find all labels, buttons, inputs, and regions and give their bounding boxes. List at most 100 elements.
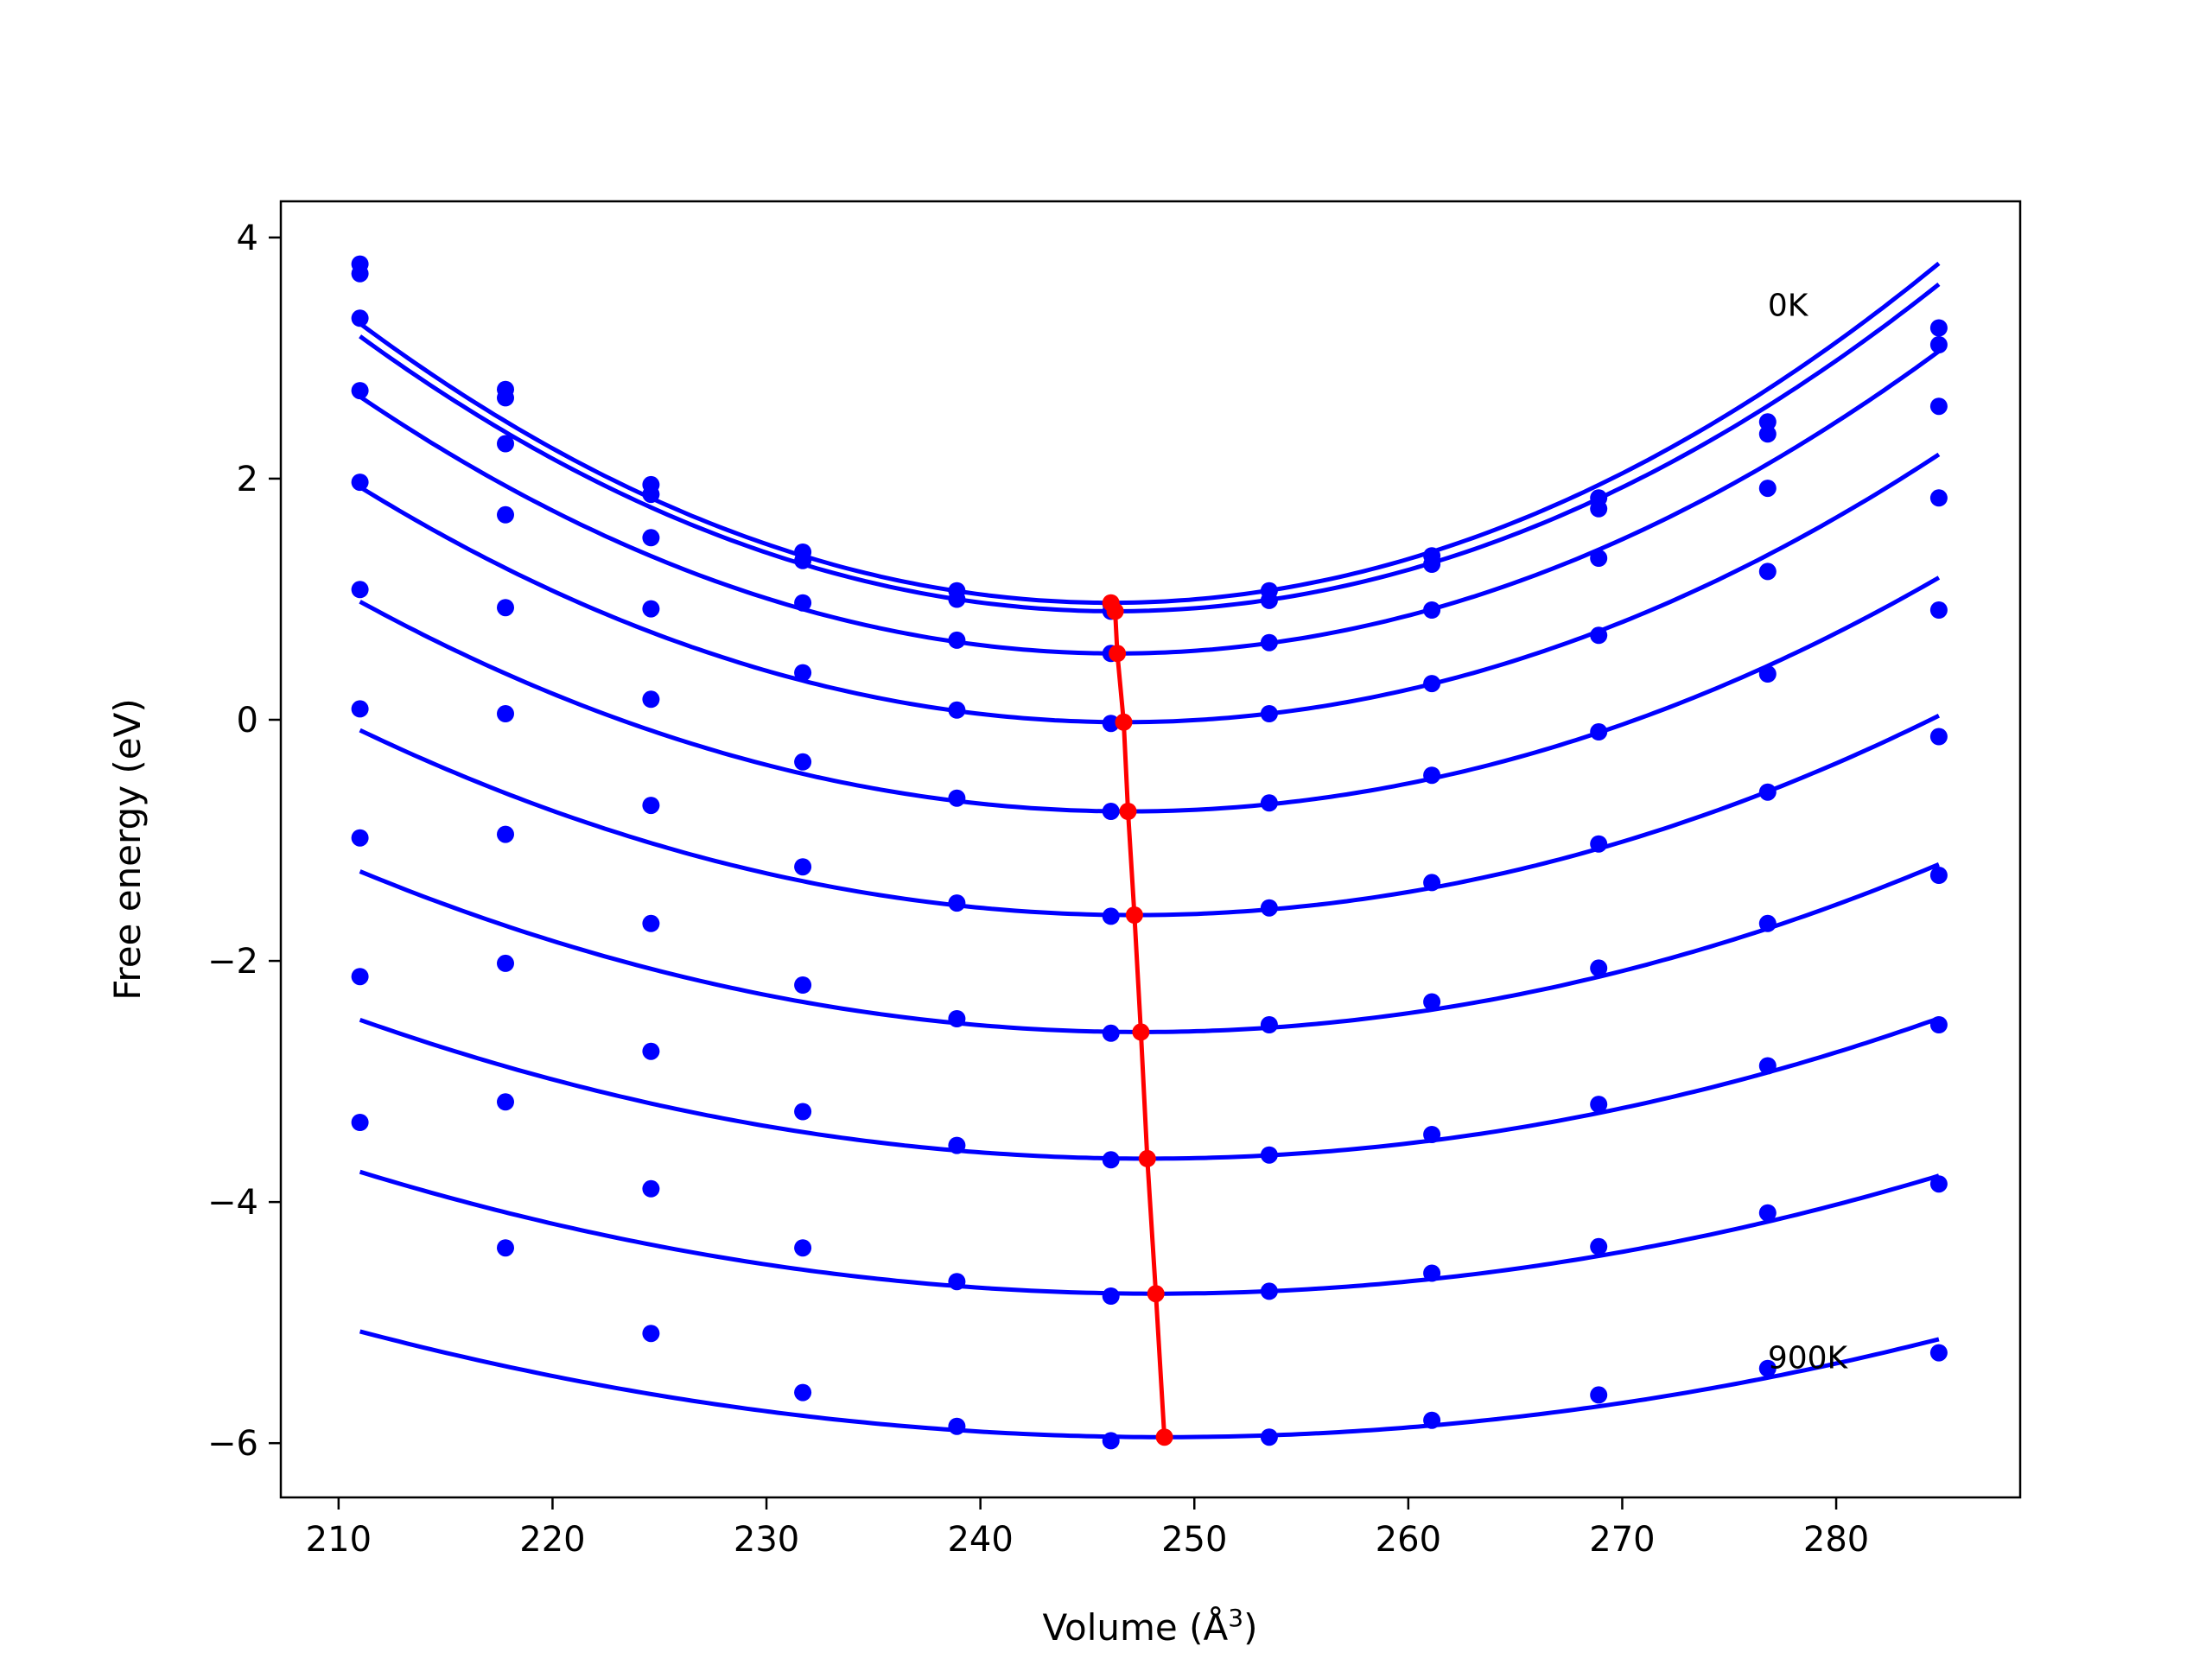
- data-point: [1929, 319, 1948, 337]
- data-point: [948, 1136, 966, 1154]
- x-axis-label-superscript: 3: [1228, 1604, 1243, 1632]
- data-point: [1260, 899, 1278, 917]
- data-point: [1758, 563, 1777, 581]
- data-point: [1758, 1359, 1777, 1377]
- data-point: [1260, 794, 1278, 812]
- x-axis-label: Volume (Å3): [1043, 1604, 1258, 1649]
- minimum-point: [1125, 906, 1143, 924]
- data-point: [1423, 675, 1441, 693]
- y-tick-label: −4: [207, 1183, 258, 1223]
- data-point: [948, 590, 966, 608]
- fit-curve-1: [359, 282, 1941, 613]
- data-point: [948, 1273, 966, 1291]
- data-point: [1590, 1237, 1608, 1255]
- data-point: [1423, 1411, 1441, 1429]
- y-tick-label: 4: [237, 219, 258, 258]
- data-point: [1102, 907, 1120, 925]
- data-point: [1260, 705, 1278, 722]
- x-tick-label: 260: [1376, 1520, 1441, 1560]
- fit-curve-0: [359, 261, 1941, 606]
- data-point: [351, 309, 369, 327]
- data-point: [948, 1417, 966, 1435]
- data-point: [948, 1010, 966, 1027]
- data-point: [351, 382, 369, 400]
- y-axis-ticks: 4 2 0 −2 −4 −6: [207, 219, 281, 1464]
- data-point: [794, 664, 812, 682]
- minimum-point: [1155, 1428, 1173, 1446]
- data-point: [1423, 766, 1441, 785]
- data-point: [1590, 499, 1608, 518]
- data-point: [642, 1042, 660, 1060]
- fit-curve-9: [359, 1329, 1940, 1440]
- data-point: [1590, 835, 1608, 853]
- data-point: [1590, 550, 1608, 567]
- data-point: [1423, 874, 1441, 892]
- data-point: [1102, 1287, 1120, 1305]
- data-point: [351, 581, 369, 599]
- data-point: [948, 701, 966, 719]
- minimum-point: [1132, 1023, 1150, 1041]
- data-point: [948, 631, 966, 649]
- x-tick-label: 280: [1803, 1520, 1869, 1560]
- data-point: [351, 829, 369, 847]
- minimum-line: [1109, 601, 1167, 1438]
- x-tick-label: 210: [306, 1520, 372, 1560]
- data-point: [1260, 1282, 1278, 1300]
- y-axis-label: Free energy (eV): [106, 698, 149, 1001]
- data-point: [351, 474, 369, 492]
- x-tick-label: 270: [1589, 1520, 1655, 1560]
- minimum-point: [1147, 1285, 1165, 1303]
- data-point: [642, 914, 660, 932]
- x-tick-label: 240: [947, 1520, 1013, 1560]
- y-tick-label: 0: [237, 701, 258, 741]
- data-point: [351, 1114, 369, 1131]
- data-point: [642, 529, 660, 547]
- data-point: [642, 1179, 660, 1198]
- fit-curve-2: [359, 349, 1941, 656]
- fit-curve-4: [359, 575, 1941, 814]
- data-point: [1929, 336, 1948, 353]
- data-point: [642, 797, 660, 815]
- data-point: [1929, 728, 1948, 746]
- data-point: [1102, 1024, 1120, 1042]
- x-axis-ticks: 210 220 230 240 250 260 270 280: [306, 1497, 1869, 1560]
- data-point: [497, 705, 514, 722]
- free-energy-points: [351, 255, 1948, 1450]
- minimum-point: [1115, 713, 1133, 731]
- data-point: [794, 976, 812, 994]
- data-point: [794, 753, 812, 771]
- data-point: [1758, 413, 1777, 431]
- data-point: [497, 1239, 514, 1257]
- data-point: [642, 1325, 660, 1343]
- x-tick-label: 220: [519, 1520, 585, 1560]
- data-point: [1929, 601, 1948, 619]
- data-point: [794, 858, 812, 876]
- data-point: [642, 600, 660, 618]
- temperature-annotation: 0K: [1768, 289, 1809, 324]
- data-point: [497, 825, 514, 843]
- minimum-point: [1106, 602, 1124, 620]
- data-point: [1260, 1146, 1278, 1164]
- data-point: [1929, 1016, 1948, 1033]
- data-point: [497, 954, 514, 972]
- data-point: [794, 594, 812, 612]
- data-point: [1590, 626, 1608, 645]
- data-point: [497, 1093, 514, 1111]
- data-point: [1929, 867, 1948, 884]
- fit-curve-5: [359, 713, 1941, 918]
- data-point: [1929, 1175, 1948, 1193]
- data-point: [351, 700, 369, 718]
- minimum-energy-path: [1102, 594, 1173, 1446]
- temperature-annotation: 900K: [1768, 1341, 1849, 1376]
- data-point: [1758, 1057, 1777, 1075]
- data-point: [1260, 591, 1278, 609]
- data-point: [1260, 1428, 1278, 1446]
- data-point: [1260, 633, 1278, 652]
- data-point: [1423, 1126, 1441, 1143]
- data-point: [794, 551, 812, 569]
- fit-curve-3: [359, 452, 1941, 725]
- data-point: [1102, 803, 1120, 820]
- data-point: [497, 505, 514, 524]
